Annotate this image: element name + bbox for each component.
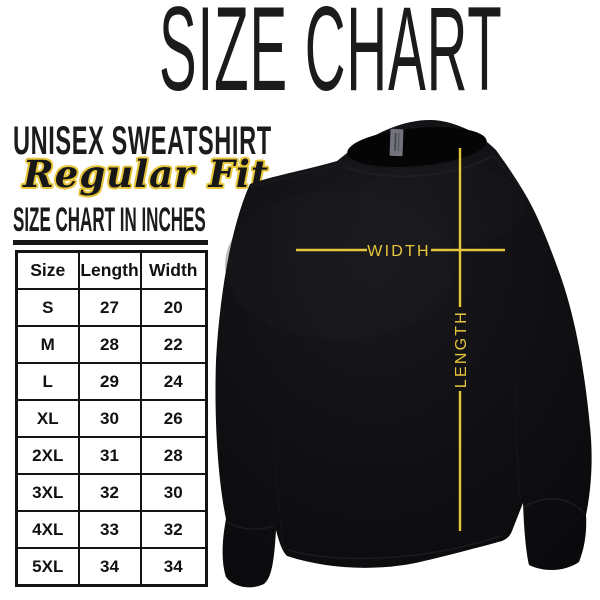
width-cell: 34 [139,547,208,587]
width-cell: 22 [139,325,208,364]
col-header-length: Length [77,250,142,290]
width-cell: 32 [139,510,208,549]
width-cell: 30 [139,473,208,512]
page-title: SIZE CHART [159,0,503,116]
product-name: UNISEX SWEATSHIRT [13,119,272,163]
size-cell: XL [15,399,80,438]
collar-seam [345,155,493,178]
length-label: LENGTH [453,310,470,388]
table-row: 4XL 33 32 [15,510,208,549]
length-cell: 33 [77,510,142,549]
neck-tag [389,128,404,157]
col-header-size: Size [15,250,80,290]
size-cell: 5XL [15,547,80,587]
width-label: WIDTH [367,243,430,260]
length-cell: 32 [77,473,142,512]
table-row: L 29 24 [15,362,208,401]
table-row: 2XL 31 28 [15,436,208,475]
length-cell: 31 [77,436,142,475]
width-cell: 24 [139,362,208,401]
sweatshirt-body [215,119,592,588]
shoulder-seam-right [491,153,527,199]
col-header-width: Width [139,250,208,290]
cuff-seam-right [523,498,585,514]
fabric-highlight [225,190,455,340]
table-row: S 27 20 [15,288,208,327]
table-header-row: Size Length Width [15,250,208,290]
table-row: 5XL 34 34 [15,547,208,587]
table-row: XL 30 26 [15,399,208,438]
sleeve-body-seam-right [514,205,523,501]
shoulder-seam-left [252,163,343,187]
cuff-seam-left [227,521,275,530]
width-cell: 20 [139,288,208,327]
fit-style-label: Regular Fit [23,152,269,196]
size-table: Size Length Width S 27 20 M 28 22 L 29 2… [15,250,208,587]
width-cell: 26 [139,399,208,438]
length-cell: 30 [77,399,142,438]
size-cell: 2XL [15,436,80,475]
length-cell: 27 [77,288,142,327]
size-cell: 3XL [15,473,80,512]
table-heading-underline: SIZE CHART IN INCHES [13,203,208,245]
measurement-overlay: WIDTH LENGTH [296,148,505,531]
table-row: M 28 22 [15,325,208,364]
size-cell: L [15,362,80,401]
length-cell: 34 [77,547,142,587]
length-cell: 28 [77,325,142,364]
length-cell: 29 [77,362,142,401]
neck-opening [347,127,487,167]
sleeve-body-seam-left [255,191,285,551]
table-heading: SIZE CHART IN INCHES [13,201,206,239]
width-cell: 28 [139,436,208,475]
size-cell: M [15,325,80,364]
table-row: 3XL 32 30 [15,473,208,512]
size-cell: 4XL [15,510,80,549]
hem-seam [287,535,501,560]
size-cell: S [15,288,80,327]
sweatshirt-illustration: WIDTH LENGTH [215,119,592,588]
fabric-highlight [355,163,525,247]
